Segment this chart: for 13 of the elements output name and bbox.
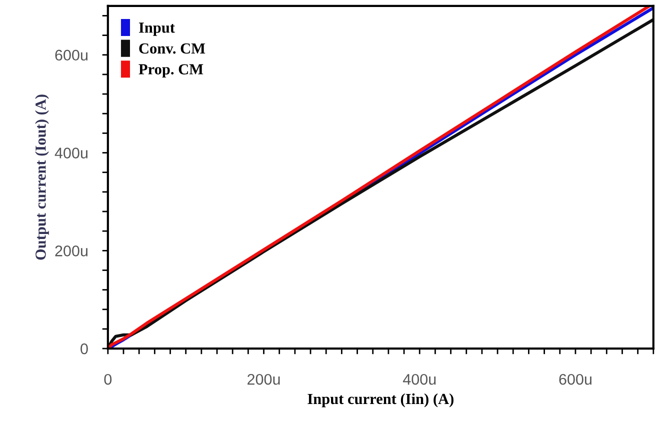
legend-label: Conv. CM: [139, 43, 206, 54]
legend-label: Input: [138, 22, 175, 36]
x-tick-label: 200u: [248, 374, 280, 385]
x-tick-label: 600u: [559, 374, 592, 385]
x-tick-label: 400u: [402, 374, 436, 385]
y-tick-label: 400u: [54, 148, 88, 158]
y-axis-title: Output current (Iout) (A): [35, 94, 49, 260]
legend-label: Prop. CM: [138, 64, 204, 78]
y-tick-label: 600u: [55, 50, 88, 61]
x-axis-title: Input current (Iin) (A): [308, 393, 454, 408]
x-tick-label: 0: [104, 374, 112, 385]
y-tick-label: 200u: [55, 246, 88, 256]
y-tick-label: 0: [80, 343, 88, 354]
